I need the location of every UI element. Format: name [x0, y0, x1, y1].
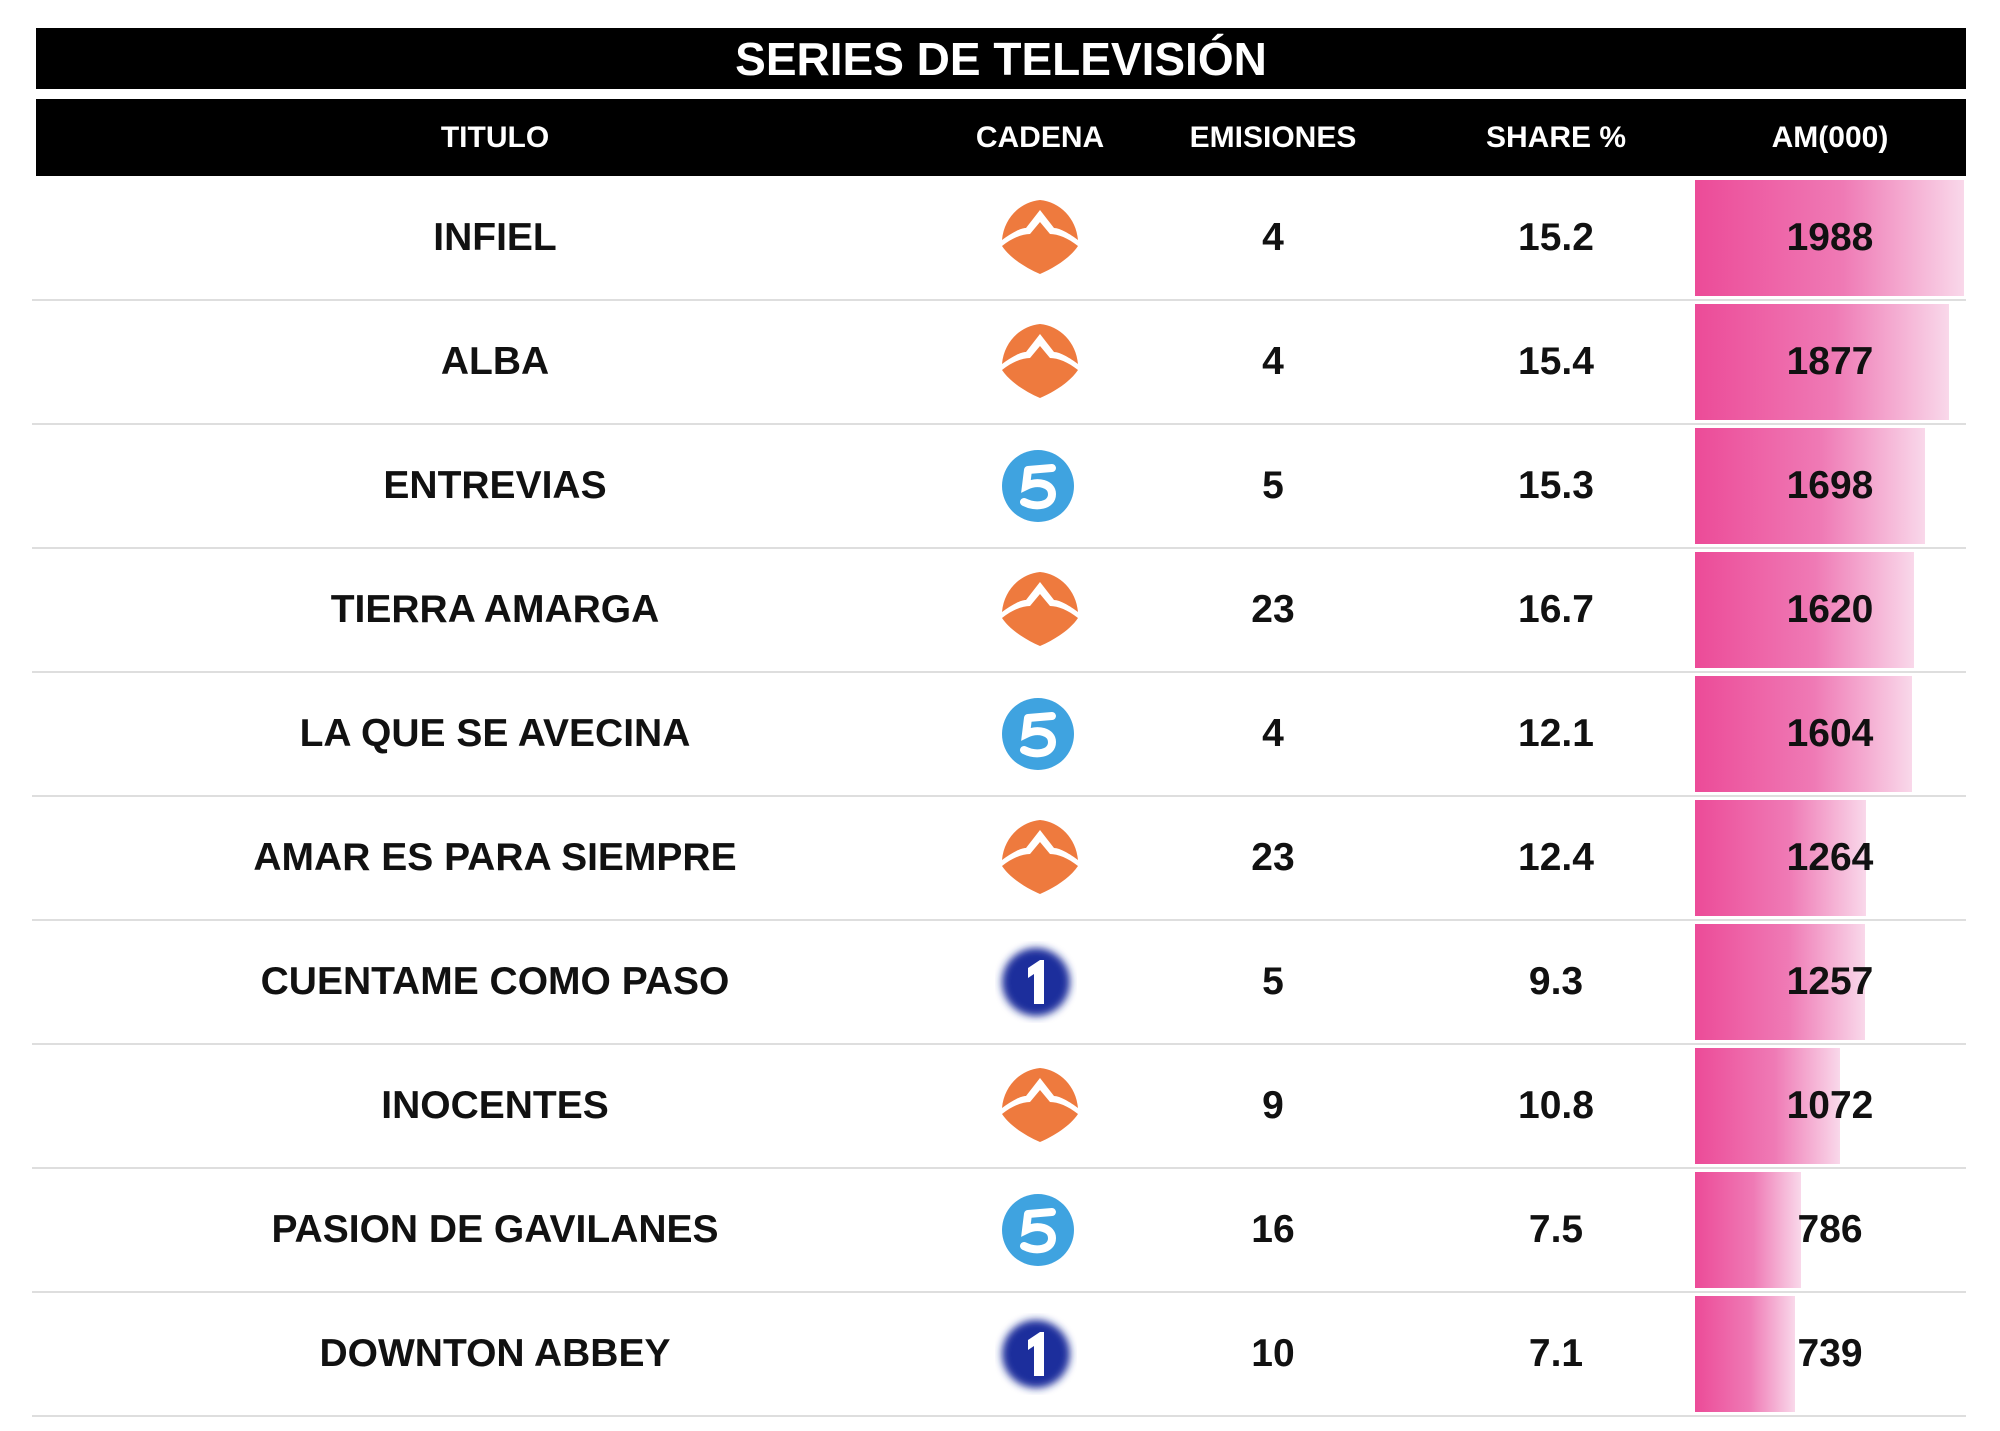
- cell-value: 7.1: [1528, 1332, 1584, 1375]
- logo-la1: [1002, 948, 1070, 1016]
- data-bar: [1695, 676, 1913, 792]
- data-bar: [1695, 304, 1949, 420]
- cell-value: 7.5: [1528, 1208, 1584, 1251]
- data-bar: [1695, 800, 1867, 916]
- cell-value: 15.3: [1518, 464, 1594, 507]
- row-separator: [32, 1167, 1966, 1169]
- cell-value: 4: [1262, 340, 1284, 383]
- cell-value: 1072: [1786, 1084, 1874, 1127]
- cell-value: 786: [1797, 1208, 1863, 1251]
- column-header: CADENA: [975, 120, 1105, 154]
- header-bar: [36, 99, 1966, 176]
- cell-value: 1698: [1786, 464, 1874, 507]
- cell-value: 4: [1262, 216, 1284, 259]
- cell-value: 1264: [1786, 836, 1874, 879]
- series-title: AMAR ES PARA SIEMPRE: [253, 836, 737, 879]
- cell-value: 15.4: [1518, 340, 1594, 383]
- series-title: INFIEL: [433, 216, 557, 259]
- cell-value: 739: [1797, 1332, 1863, 1375]
- cell-value: 16: [1251, 1208, 1295, 1251]
- cell-value: 4: [1262, 712, 1284, 755]
- cell-value: 5: [1262, 464, 1284, 507]
- logo-antena3: [1002, 820, 1078, 894]
- data-bar: [1695, 180, 1964, 296]
- row-separator: [32, 423, 1966, 425]
- title-bar: SERIES DE TELEVISIÓN: [36, 28, 1966, 89]
- data-bar: [1695, 1172, 1802, 1288]
- cell-value: 9.3: [1528, 960, 1584, 1003]
- cell-value: 1620: [1786, 588, 1874, 631]
- cell-value: 5: [1262, 960, 1284, 1003]
- logo-la1: [1002, 1320, 1070, 1388]
- column-header: TITULO: [440, 120, 550, 154]
- data-bar: [1695, 924, 1866, 1040]
- cell-value: 12.1: [1518, 712, 1594, 755]
- series-title: CUENTAME COMO PASO: [260, 960, 730, 1003]
- cell-value: 23: [1251, 588, 1295, 631]
- cell-value: 10: [1251, 1332, 1295, 1375]
- logo-antena3: [1002, 324, 1078, 398]
- series-title: ENTREVIAS: [383, 464, 607, 507]
- logo-telecinco: [1002, 1194, 1074, 1266]
- row-separator: [32, 547, 1966, 549]
- logo-telecinco: [1002, 698, 1074, 770]
- row-separator: [32, 299, 1966, 301]
- series-title: INOCENTES: [381, 1084, 609, 1127]
- row-separator: [32, 795, 1966, 797]
- logo-antena3: [1002, 572, 1078, 646]
- cell-value: 12.4: [1518, 836, 1594, 879]
- logo-antena3: [1002, 200, 1078, 274]
- cell-value: 1877: [1786, 340, 1874, 383]
- column-header: EMISIONES: [1189, 120, 1357, 154]
- row-separator: [32, 1415, 1966, 1417]
- row-separator: [32, 919, 1966, 921]
- row-separator: [32, 1043, 1966, 1045]
- cell-value: 16.7: [1518, 588, 1594, 631]
- column-header: SHARE %: [1485, 120, 1627, 154]
- column-header: AM(000): [1771, 120, 1889, 154]
- cell-value: 1604: [1786, 712, 1874, 755]
- cell-value: 10.8: [1518, 1084, 1594, 1127]
- cell-value: 1988: [1786, 216, 1874, 259]
- series-title: ALBA: [440, 340, 550, 383]
- data-bar: [1695, 1048, 1841, 1164]
- data-bar: [1695, 1296, 1795, 1412]
- logo-antena3: [1002, 1068, 1078, 1142]
- row-separator: [32, 671, 1966, 673]
- series-title: PASION DE GAVILANES: [271, 1208, 719, 1251]
- series-title: TIERRA AMARGA: [330, 588, 660, 631]
- cell-value: 23: [1251, 836, 1295, 879]
- row-separator: [32, 1291, 1966, 1293]
- series-title: LA QUE SE AVECINA: [299, 712, 691, 755]
- logo-telecinco: [1002, 450, 1074, 522]
- cell-value: 9: [1262, 1084, 1284, 1127]
- series-title: DOWNTON ABBEY: [319, 1332, 671, 1375]
- cell-value: 1257: [1786, 960, 1874, 1003]
- data-bar: [1695, 552, 1915, 668]
- data-bar: [1695, 428, 1925, 544]
- cell-value: 15.2: [1518, 216, 1594, 259]
